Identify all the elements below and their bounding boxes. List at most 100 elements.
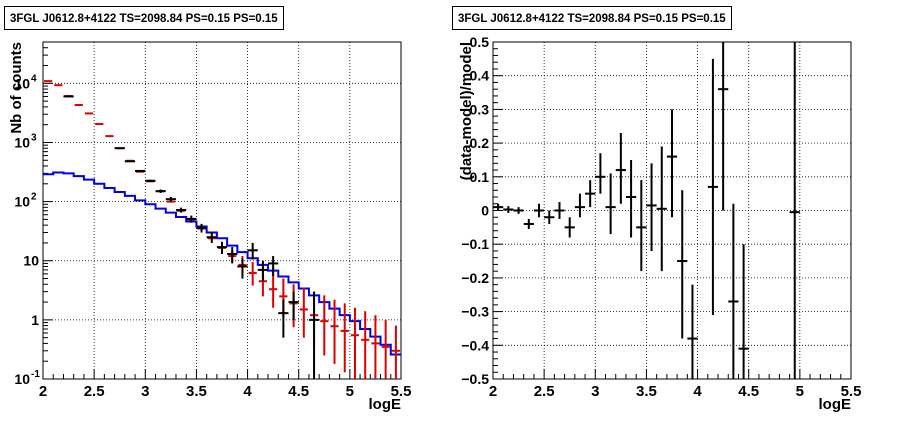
model-point <box>340 303 349 373</box>
residual-point <box>605 173 616 235</box>
residual-point <box>728 203 739 379</box>
model-point <box>371 315 380 379</box>
x-tick-label: 4.5 <box>738 383 759 400</box>
residual-point <box>718 42 729 211</box>
x-axis-label: logE <box>819 396 852 413</box>
y-tick-label: −0.4 <box>461 337 489 353</box>
x-tick-label: 4 <box>243 383 252 400</box>
residual-point <box>677 190 688 339</box>
data-point <box>227 247 238 264</box>
model-point <box>350 307 360 379</box>
y-tick-label: 0.3 <box>470 101 490 117</box>
x-tick-label: 2 <box>39 383 47 400</box>
right-chart-title: 3FGL J0612.8+4122 TS=2098.84 PS=0.15 PS=… <box>452 6 732 30</box>
data-point <box>206 232 217 243</box>
y-tick-exponent: -1 <box>31 369 40 380</box>
data-point <box>308 291 320 379</box>
model-point <box>269 273 278 308</box>
y-tick-label: 1 <box>31 312 39 328</box>
model-point <box>381 319 390 379</box>
residual-point <box>503 206 514 213</box>
residual-point <box>615 132 626 204</box>
x-tick-label: 5.5 <box>841 383 862 400</box>
residual-point <box>687 284 698 379</box>
y-tick-label: −0.1 <box>461 236 489 252</box>
residual-point <box>789 42 800 379</box>
y-tick-exponent: 4 <box>31 73 37 84</box>
y-tick-label: −0.3 <box>461 304 489 320</box>
model-point <box>248 262 257 286</box>
residual-point <box>707 58 719 315</box>
residual-point <box>585 180 596 208</box>
x-tick-label: 3 <box>591 383 599 400</box>
residual-point <box>564 217 575 238</box>
residual-point <box>646 163 657 251</box>
y-axis-label: (data-model)/model <box>458 42 475 180</box>
residuals-panel: 2 2.5 3 3.5 4 4.5 5 5.5 −0.5 −0.4 −0.3 −0.2 −0.1 0 0.1… <box>458 34 861 413</box>
model-point <box>299 287 308 338</box>
x-tick-label: 5 <box>796 383 804 400</box>
x-tick-label: 3 <box>141 383 149 400</box>
x-tick-label: 4.5 <box>288 383 309 400</box>
model-point <box>391 325 400 379</box>
x-tick-label: 5 <box>346 383 354 400</box>
y-tick-exponent: 2 <box>31 192 37 203</box>
residual-point <box>544 210 555 224</box>
residual-point <box>656 146 667 272</box>
x-tick-label: 4 <box>693 383 702 400</box>
residual-point <box>625 159 637 238</box>
y-tick-label: 10 <box>14 75 30 91</box>
x-tick-label: 2.5 <box>84 383 105 400</box>
left-chart-title: 3FGL J0612.8+4122 TS=2098.84 PS=0.15 PS=… <box>4 6 284 30</box>
x-tick-label: 5.5 <box>391 383 412 400</box>
y-tick-label: 0.1 <box>470 169 490 185</box>
component-model-line <box>43 171 401 356</box>
x-tick-label: 3.5 <box>186 383 207 400</box>
y-tick-label: 0.5 <box>470 34 490 50</box>
residual-point <box>738 244 749 379</box>
y-tick-label: 10 <box>14 194 30 210</box>
x-tick-label: 2.5 <box>534 383 555 400</box>
residual-point <box>523 218 534 230</box>
data-point <box>145 179 156 182</box>
y-tick-label: 0.2 <box>470 135 490 151</box>
data-point <box>186 215 197 223</box>
y-tick-label: 0 <box>481 203 489 219</box>
x-tick-label: 2 <box>489 383 497 400</box>
data-point <box>247 242 258 260</box>
y-tick-label: 0.4 <box>470 68 490 84</box>
y-axis-label: Nb of counts <box>8 42 25 134</box>
data-point <box>216 241 228 254</box>
x-axis-label: logE <box>369 396 402 413</box>
residual-point <box>554 202 565 219</box>
y-tick-label: 10 <box>14 371 30 387</box>
model-point <box>361 311 370 379</box>
data-point <box>196 223 207 233</box>
residual-point <box>513 207 524 214</box>
y-tick-label: −0.2 <box>461 270 489 286</box>
model-point <box>320 295 329 356</box>
data-point <box>155 189 166 193</box>
residual-point <box>636 180 647 272</box>
data-point <box>278 299 289 338</box>
data-point <box>257 260 269 282</box>
residual-point <box>595 153 606 194</box>
residual-point <box>533 203 545 218</box>
residual-point <box>666 109 678 218</box>
x-tick-label: 3.5 <box>636 383 657 400</box>
y-tick-exponent: 3 <box>31 132 37 143</box>
data-point <box>288 291 299 320</box>
y-tick-label: 10 <box>14 134 30 150</box>
model-point <box>330 299 339 364</box>
plot-frame <box>42 41 402 380</box>
y-tick-label: −0.5 <box>461 371 489 387</box>
y-tick-label: 10 <box>23 253 39 269</box>
data-point <box>237 258 248 279</box>
data-point <box>175 207 187 213</box>
residual-point <box>493 203 504 211</box>
data-point <box>268 256 279 277</box>
data-point <box>165 196 176 202</box>
residual-point <box>574 193 586 218</box>
